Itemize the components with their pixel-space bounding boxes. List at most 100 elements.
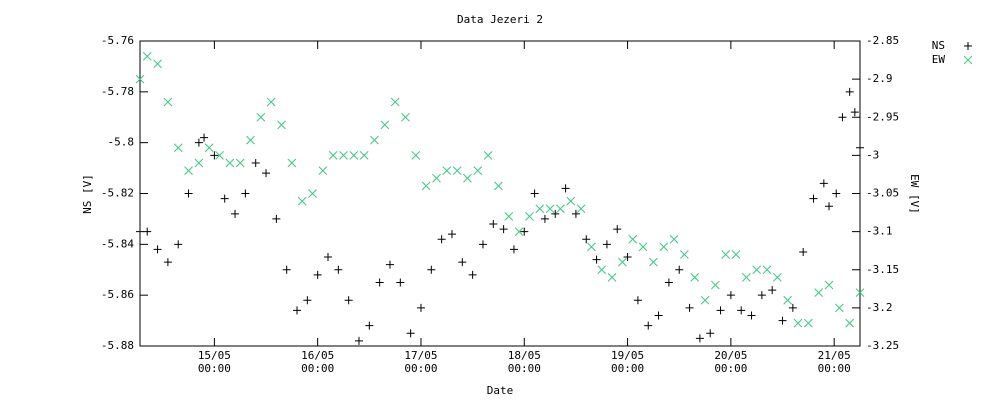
- plus-marker: [406, 329, 415, 338]
- y2-tick-label: -3.25: [866, 339, 899, 352]
- plus-marker: [136, 227, 144, 236]
- cross-marker: [711, 280, 720, 290]
- cross-marker: [235, 158, 245, 168]
- plus-marker: [623, 253, 632, 262]
- cross-marker: [287, 158, 297, 168]
- cross-marker: [514, 227, 524, 236]
- plus-marker: [354, 336, 363, 345]
- y2-tick-label: -3.05: [866, 187, 899, 200]
- plus-marker: [850, 108, 859, 117]
- y2-tick-label: -2.9: [866, 72, 893, 85]
- plus-marker: [174, 240, 183, 249]
- y-axis-label: NS [V]: [81, 174, 94, 214]
- cross-marker: [246, 135, 255, 145]
- cross-marker: [277, 120, 286, 130]
- cross-marker: [225, 158, 235, 168]
- plus-marker: [706, 329, 715, 338]
- plus-marker: [163, 258, 172, 267]
- plus-marker: [478, 240, 487, 249]
- y2-tick-label: -3.15: [866, 263, 899, 276]
- plus-marker: [282, 265, 291, 274]
- cross-marker: [256, 112, 266, 122]
- cross-marker: [318, 166, 328, 175]
- y-tick-label: -5.88: [101, 339, 134, 352]
- cross-marker: [576, 204, 586, 214]
- plus-marker: [143, 227, 152, 236]
- cross-marker: [163, 97, 173, 107]
- y-tick-label: -5.8: [108, 136, 135, 149]
- plus-marker: [582, 235, 591, 244]
- plus-marker: [644, 321, 653, 330]
- cross-marker: [742, 273, 751, 282]
- x-tick-label: 15/05 00:00: [197, 349, 231, 375]
- cross-marker: [266, 97, 276, 107]
- plus-marker: [592, 255, 601, 264]
- plus-marker: [184, 189, 193, 198]
- cross-marker: [173, 143, 183, 153]
- cross-marker: [669, 234, 679, 244]
- cross-marker: [587, 242, 596, 252]
- y2-axis-label: EW [V]: [908, 174, 921, 214]
- cross-marker: [638, 242, 648, 252]
- x-axis-label: Date: [487, 384, 514, 397]
- plus-marker: [613, 225, 622, 234]
- cross-marker: [566, 196, 576, 206]
- cross-marker: [494, 181, 503, 191]
- plus-marker: [788, 303, 797, 312]
- cross-marker: [525, 212, 534, 221]
- y2-tick-label: -2.85: [866, 34, 899, 47]
- cross-marker: [215, 151, 224, 160]
- cross-marker: [184, 166, 193, 175]
- cross-marker: [731, 250, 741, 259]
- cross-marker: [359, 151, 369, 160]
- plus-marker: [375, 278, 384, 287]
- plus-marker: [540, 214, 549, 223]
- x-tick-label: 16/05 00:00: [301, 349, 335, 375]
- y-tick-label: -5.86: [101, 288, 134, 301]
- cross-marker: [535, 204, 545, 214]
- x-tick-label: 21/05 00:00: [817, 349, 851, 375]
- plus-marker: [272, 214, 281, 223]
- plus-marker: [200, 133, 209, 142]
- cross-marker: [204, 143, 214, 153]
- plus-marker: [809, 194, 818, 203]
- plus-marker: [602, 240, 611, 249]
- plus-marker: [241, 189, 250, 198]
- y2-tick-label: -3.1: [866, 225, 893, 238]
- cross-marker: [401, 112, 410, 122]
- plus-marker: [832, 189, 841, 198]
- cross-marker: [370, 135, 379, 145]
- cross-marker: [680, 250, 689, 259]
- cross-marker: [690, 273, 700, 282]
- plus-marker: [447, 230, 456, 239]
- cross-marker: [597, 265, 607, 275]
- plus-marker: [825, 202, 834, 211]
- plus-marker: [458, 258, 467, 267]
- plus-marker: [571, 209, 580, 218]
- cross-marker: [855, 288, 865, 297]
- cross-marker: [380, 120, 390, 130]
- cross-marker: [803, 318, 813, 328]
- cross-marker: [628, 234, 638, 244]
- plus-marker: [654, 311, 663, 320]
- cross-marker: [390, 97, 400, 107]
- plus-marker: [220, 194, 229, 203]
- cross-marker: [504, 212, 514, 221]
- plus-marker: [499, 225, 508, 234]
- plus-marker: [509, 245, 518, 254]
- plus-marker: [231, 209, 240, 218]
- plus-marker: [561, 184, 570, 193]
- cross-marker: [545, 204, 555, 214]
- plus-marker: [530, 189, 539, 198]
- plus-marker: [427, 265, 436, 274]
- cross-marker: [783, 295, 793, 305]
- cross-marker: [834, 303, 844, 313]
- cross-marker: [297, 196, 307, 206]
- cross-marker: [421, 181, 431, 191]
- cross-marker: [607, 273, 617, 282]
- cross-marker: [153, 59, 162, 69]
- y-tick-label: -5.76: [101, 34, 134, 47]
- cross-marker: [142, 51, 152, 61]
- plus-marker: [726, 291, 735, 300]
